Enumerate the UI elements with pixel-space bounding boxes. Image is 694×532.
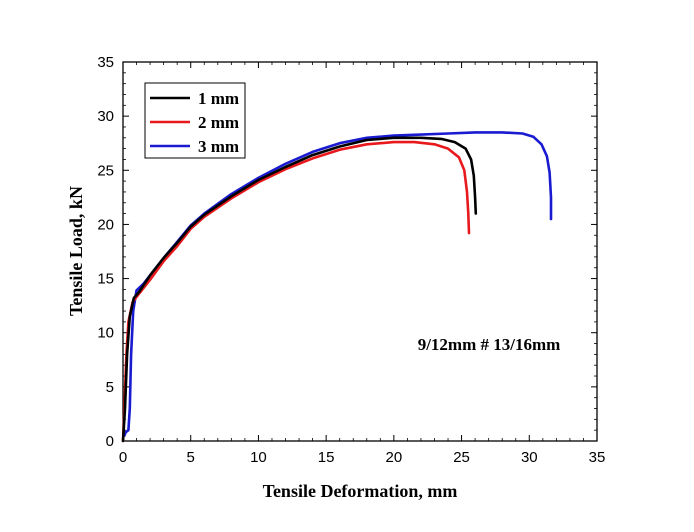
x-tick-label: 25 [453, 449, 470, 466]
x-tick-label: 15 [318, 449, 335, 466]
legend-label: 1 mm [198, 89, 239, 108]
series-line-2-mm [121, 140, 471, 443]
legend: 1 mm 2 mm 3 mm [144, 82, 246, 159]
y-tick-label: 5 [106, 379, 114, 396]
x-tick-label: 30 [521, 449, 538, 466]
y-tick-label: 0 [106, 433, 114, 450]
x-tick-label: 35 [589, 449, 606, 466]
y-tick-label: 10 [97, 325, 114, 342]
series-line-3-mm [123, 131, 553, 437]
y-tick-label: 35 [97, 54, 114, 71]
y-tick-label: 30 [97, 108, 114, 125]
x-tick-label: 10 [250, 449, 267, 466]
legend-label: 2 mm [198, 113, 239, 132]
y-tick-label: 25 [97, 162, 114, 179]
plot-frame [122, 61, 598, 442]
x-tick-label: 20 [386, 449, 403, 466]
annotation-text: 9/12mm # 13/16mm [418, 335, 561, 354]
y-tick-label: 20 [97, 216, 114, 233]
axis-ticks [122, 61, 598, 442]
y-tick-labels: 0 5 10 15 20 25 30 35 [97, 54, 114, 450]
y-tick-label: 15 [97, 271, 114, 288]
legend-label: 3 mm [198, 137, 239, 156]
series-lines [121, 131, 553, 443]
x-tick-label: 0 [119, 449, 127, 466]
series-line-1-mm [121, 136, 478, 443]
x-tick-label: 5 [187, 449, 195, 466]
x-axis-title: Tensile Deformation, mm [263, 481, 458, 501]
y-axis-title: Tensile Load, kN [66, 186, 86, 316]
x-tick-labels: 0 5 10 15 20 25 30 35 [119, 449, 606, 466]
